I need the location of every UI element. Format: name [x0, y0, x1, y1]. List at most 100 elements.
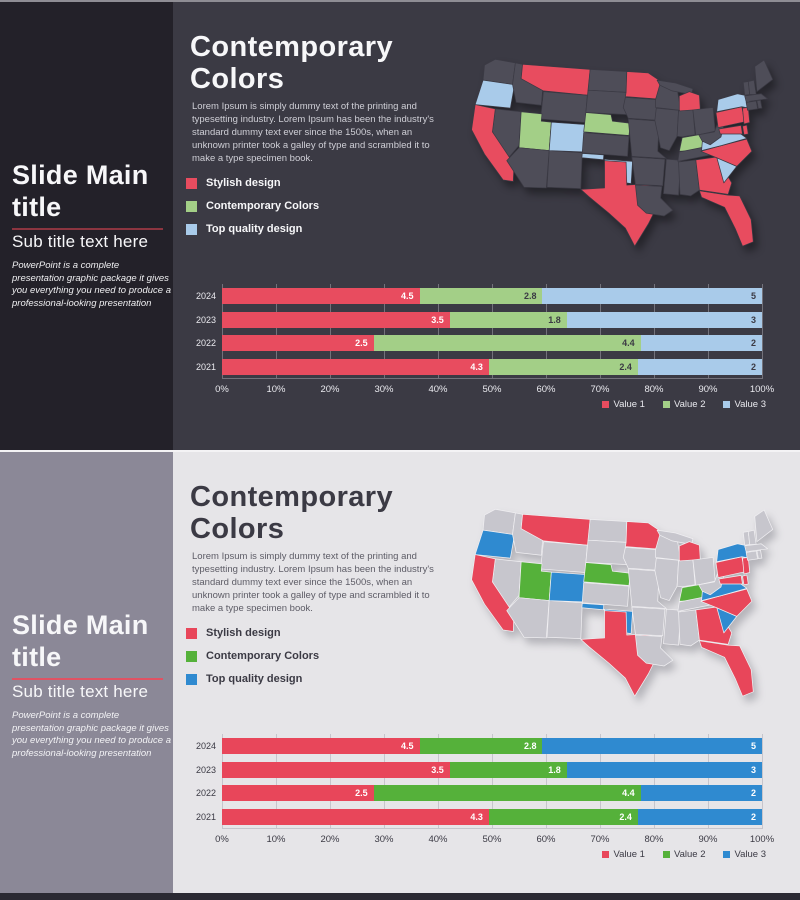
chart-category-label: 2021	[196, 361, 217, 372]
state-nh	[747, 529, 757, 545]
chart-legend-item: Value 2	[662, 399, 705, 410]
state-nj	[742, 557, 751, 575]
bar-segment-red: 4.5	[222, 738, 420, 754]
x-axis-tick-label: 90%	[698, 384, 718, 395]
state-al	[678, 159, 700, 197]
chart-gridline	[276, 284, 277, 378]
state-wy	[540, 91, 588, 123]
content-legend-label: Contemporary Colors	[206, 200, 320, 212]
x-axis-tick-label: 20%	[320, 384, 340, 395]
state-ca	[471, 554, 515, 632]
state-nj	[742, 107, 751, 125]
bar-segment-blue: 3	[566, 761, 762, 778]
x-axis-tick-label: 0%	[215, 834, 229, 845]
state-fl	[699, 640, 754, 697]
stacked-bar-row: 2.5 4.4 2	[222, 785, 762, 801]
sidebar-description: PowerPoint is a complete presentation gr…	[12, 710, 171, 759]
content-paragraph: Lorem Ipsum is simply dummy text of the …	[192, 101, 434, 164]
state-ct	[745, 100, 758, 111]
state-il	[654, 557, 679, 601]
state-co	[548, 121, 588, 153]
chart-legend-label: Value 2	[673, 849, 706, 860]
state-de	[742, 574, 749, 586]
chart-gridline	[654, 284, 655, 378]
stacked-bar-row: 4.3 2.4 2	[222, 808, 762, 825]
x-axis-tick-label: 40%	[428, 384, 448, 395]
chart-category-label: 2024	[196, 291, 217, 301]
slide-sidebar: Slide Main title Sub title text here Pow…	[0, 2, 173, 450]
chart-gridline	[708, 734, 709, 828]
chart-plot-area: 4.5 2.8 5 3.5 1.8 3 2.5 4.4 2 4.3 2.4 2	[222, 734, 763, 828]
chart-gridline	[330, 284, 331, 378]
chart-gridline	[222, 734, 223, 828]
stacked-bar-row: 4.5 2.8 5	[222, 738, 762, 754]
chart-gridline	[438, 284, 439, 378]
chart-legend: Value 1 Value 2 Value 3	[602, 399, 766, 410]
page-top-border	[0, 0, 800, 2]
chart-legend-item: Value 1	[602, 849, 645, 860]
chart-gridline	[438, 734, 439, 828]
state-oh	[692, 107, 716, 136]
chart-gridline	[600, 734, 601, 828]
chart-gridline	[762, 734, 763, 828]
state-mt	[520, 513, 591, 546]
bar-segment-red: 3.5	[222, 761, 450, 778]
state-la	[635, 184, 674, 217]
chart-legend-item: Value 1	[602, 399, 645, 410]
bar-segment-green: 1.8	[449, 311, 567, 328]
state-de	[742, 124, 749, 136]
chart-gridline	[654, 734, 655, 828]
presentation-slide: Slide Main title Sub title text here Pow…	[0, 2, 800, 450]
legend-swatch-icon	[186, 673, 197, 685]
chart-legend-item: Value 2	[662, 849, 706, 860]
stacked-bar-chart: 2024 2023 2022 2021 4.5 2.8 5 3.5 1.8 3 2.5 4.4 2 4.3…	[196, 284, 774, 414]
chart-gridline	[600, 284, 601, 378]
state-or	[474, 79, 515, 109]
bar-segment-red: 4.3	[222, 808, 489, 825]
state-nm	[546, 150, 583, 190]
state-ma	[744, 93, 769, 103]
state-co	[548, 571, 588, 603]
state-or	[474, 529, 515, 559]
bar-segment-blue: 3	[566, 311, 762, 328]
state-mt	[520, 63, 591, 96]
chart-gridline	[546, 284, 547, 378]
state-la	[635, 634, 674, 667]
title-underline	[12, 678, 163, 680]
us-choropleth-map	[450, 494, 795, 710]
state-nd	[587, 518, 628, 543]
legend-swatch-icon	[186, 223, 197, 235]
page-bottom-bar	[0, 893, 800, 900]
state-oh	[692, 557, 716, 586]
state-ma	[744, 543, 769, 553]
slide-subtitle: Sub title text here	[12, 682, 149, 701]
bar-segment-blue: 2	[637, 358, 762, 375]
chart-legend-label: Value 3	[734, 849, 766, 860]
x-axis-tick-label: 50%	[482, 834, 502, 845]
state-fl	[699, 190, 754, 247]
chart-category-label: 2021	[196, 811, 217, 822]
chart-category-label: 2024	[196, 741, 217, 751]
bar-segment-green: 4.4	[373, 785, 641, 801]
chart-category-label: 2022	[196, 788, 217, 798]
x-axis-tick-label: 80%	[644, 384, 664, 395]
slide-main-title: Slide Main title	[12, 160, 149, 222]
chart-legend-label: Value 3	[734, 399, 766, 410]
state-me	[754, 509, 774, 542]
content-legend-label: Top quality design	[206, 673, 303, 685]
state-nd	[587, 68, 628, 93]
state-ks	[581, 132, 630, 157]
content-legend-label: Stylish design	[206, 177, 281, 189]
content-legend-label: Top quality design	[206, 223, 303, 235]
legend-swatch-icon	[186, 627, 197, 639]
title-underline	[12, 228, 163, 230]
x-axis-tick-label: 100%	[749, 384, 775, 395]
content-paragraph: Lorem Ipsum is simply dummy text of the …	[192, 551, 434, 614]
legend-swatch-icon	[662, 401, 670, 408]
x-axis-tick-label: 100%	[749, 834, 775, 845]
bar-segment-blue: 2	[640, 335, 762, 351]
x-axis-tick-label: 40%	[428, 834, 448, 845]
content-title: Contemporary Colors	[190, 481, 393, 545]
sidebar-description: PowerPoint is a complete presentation gr…	[12, 260, 171, 309]
slide-light-mount: Slide Main title Sub title text here Pow…	[0, 452, 800, 893]
